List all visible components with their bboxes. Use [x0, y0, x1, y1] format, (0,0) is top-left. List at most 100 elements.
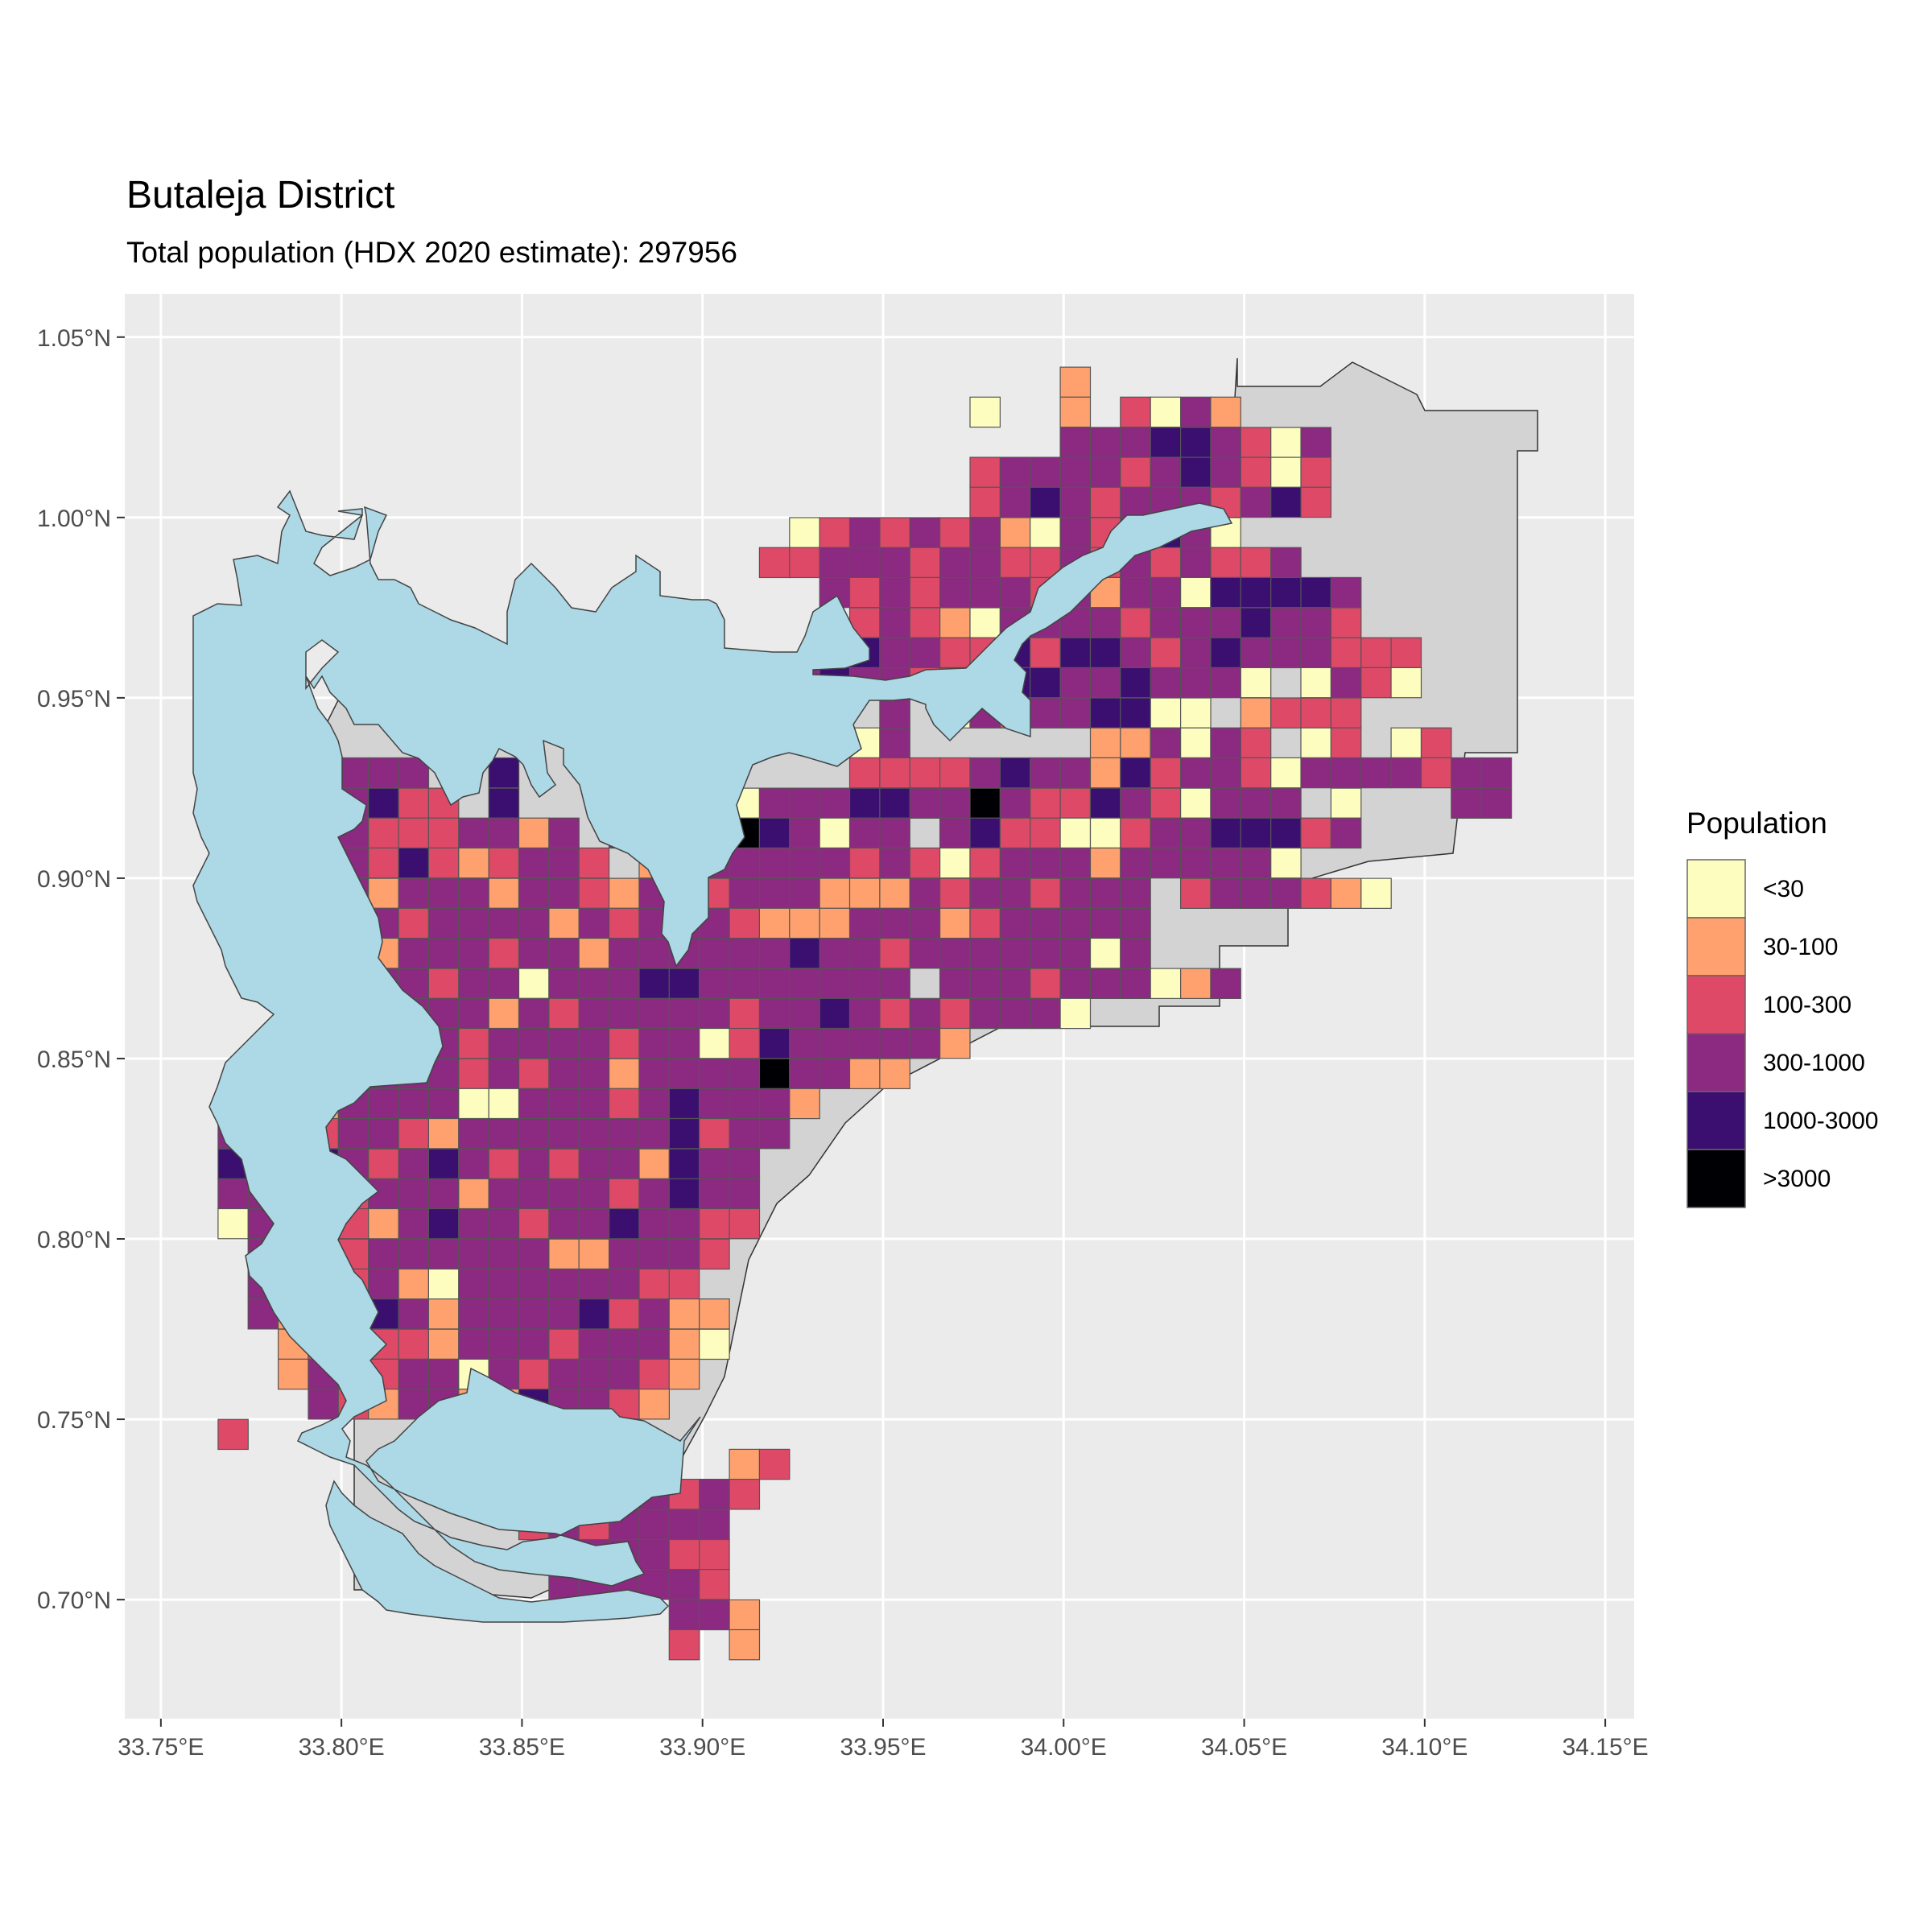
- population-cell: [1300, 427, 1332, 458]
- population-cell: [1240, 847, 1272, 879]
- population-cell: [668, 1027, 700, 1059]
- population-cell: [729, 1178, 761, 1210]
- population-cell: [909, 1027, 941, 1059]
- population-cell: [488, 1148, 520, 1180]
- population-cell: [969, 847, 1001, 879]
- population-cell: [458, 847, 489, 879]
- population-cell: [848, 997, 881, 1030]
- population-cell: [879, 607, 910, 638]
- population-cell: [848, 937, 881, 969]
- population-cell: [398, 847, 430, 879]
- legend-swatch: [1686, 1091, 1746, 1150]
- population-cell: [1210, 847, 1241, 879]
- population-cell: [1300, 697, 1332, 729]
- population-cell: [1120, 667, 1151, 699]
- population-cell: [1330, 757, 1362, 789]
- population-cell: [939, 968, 971, 999]
- population-cell: [758, 787, 791, 819]
- population-cell: [368, 757, 399, 789]
- population-cell: [668, 1358, 700, 1390]
- population-cell: [1240, 787, 1272, 819]
- population-cell: [699, 1178, 730, 1210]
- population-cell: [1330, 607, 1362, 638]
- population-cell: [518, 1088, 550, 1120]
- population-cell: [1270, 637, 1302, 669]
- legend-label: 1000-3000: [1763, 1108, 1878, 1134]
- population-cell: [608, 1148, 640, 1180]
- population-cell: [1089, 937, 1121, 969]
- population-cell: [1330, 787, 1362, 819]
- population-cell: [879, 787, 910, 819]
- population-cell: [368, 1148, 399, 1180]
- population-cell: [1480, 757, 1513, 789]
- population-cell: [668, 1088, 700, 1120]
- population-cell: [819, 1058, 851, 1089]
- x-tick-label: 33.75°E: [118, 1734, 204, 1761]
- population-cell: [789, 787, 820, 819]
- population-cell: [1240, 817, 1272, 849]
- population-cell: [758, 907, 791, 939]
- population-cell: [548, 1088, 580, 1120]
- population-cell: [729, 1027, 761, 1059]
- population-cell: [1059, 366, 1092, 398]
- population-cell: [578, 1328, 610, 1360]
- population-cell: [368, 1117, 399, 1150]
- population-cell: [819, 907, 851, 939]
- population-cell: [1059, 517, 1092, 548]
- population-cell: [608, 907, 640, 939]
- population-cell: [518, 1117, 550, 1150]
- population-cell: [699, 1148, 730, 1180]
- population-cell: [969, 877, 1001, 909]
- population-cell: [1150, 396, 1182, 428]
- population-cell: [729, 1058, 761, 1089]
- population-cell: [398, 877, 430, 909]
- population-cell: [398, 937, 430, 969]
- population-cell: [608, 1268, 640, 1300]
- population-cell: [488, 1178, 520, 1210]
- population-cell: [488, 1058, 520, 1089]
- population-cell: [909, 576, 941, 609]
- population-cell: [398, 1088, 430, 1120]
- population-cell: [458, 1178, 489, 1210]
- population-cell: [458, 1088, 489, 1120]
- population-cell: [398, 1358, 430, 1390]
- population-cell: [699, 937, 730, 969]
- population-cell: [488, 1027, 520, 1059]
- population-cell: [608, 1298, 640, 1330]
- population-cell: [1120, 607, 1151, 638]
- population-cell: [1059, 456, 1092, 488]
- population-cell: [427, 1117, 460, 1150]
- population-cell: [1300, 456, 1332, 488]
- population-cell: [789, 1088, 820, 1120]
- population-cell: [1240, 637, 1272, 669]
- population-cell: [1210, 547, 1241, 579]
- population-cell: [217, 1178, 249, 1210]
- population-cell: [1059, 396, 1092, 428]
- population-cell: [578, 1208, 610, 1240]
- population-cell: [1420, 727, 1452, 759]
- population-cell: [1030, 997, 1061, 1030]
- population-cell: [729, 997, 761, 1030]
- population-cell: [1030, 667, 1061, 699]
- population-cell: [1179, 427, 1212, 458]
- population-cell: [729, 1117, 761, 1150]
- population-cell: [879, 847, 910, 879]
- population-cell: [488, 1117, 520, 1150]
- population-cell: [1089, 697, 1121, 729]
- population-cell: [879, 877, 910, 909]
- population-cell: [488, 787, 520, 819]
- population-cell: [427, 1238, 460, 1270]
- population-cell: [699, 1509, 730, 1541]
- population-cell: [1089, 847, 1121, 879]
- population-cell: [819, 787, 851, 819]
- population-cell: [368, 1238, 399, 1270]
- population-cell: [1030, 547, 1061, 579]
- population-cell: [458, 817, 489, 849]
- population-cell: [879, 517, 910, 548]
- population-cell: [1120, 847, 1151, 879]
- population-cell: [939, 637, 971, 669]
- population-cell: [1270, 547, 1302, 579]
- population-cell: [1120, 576, 1151, 609]
- population-cell: [488, 1208, 520, 1240]
- population-cell: [909, 877, 941, 909]
